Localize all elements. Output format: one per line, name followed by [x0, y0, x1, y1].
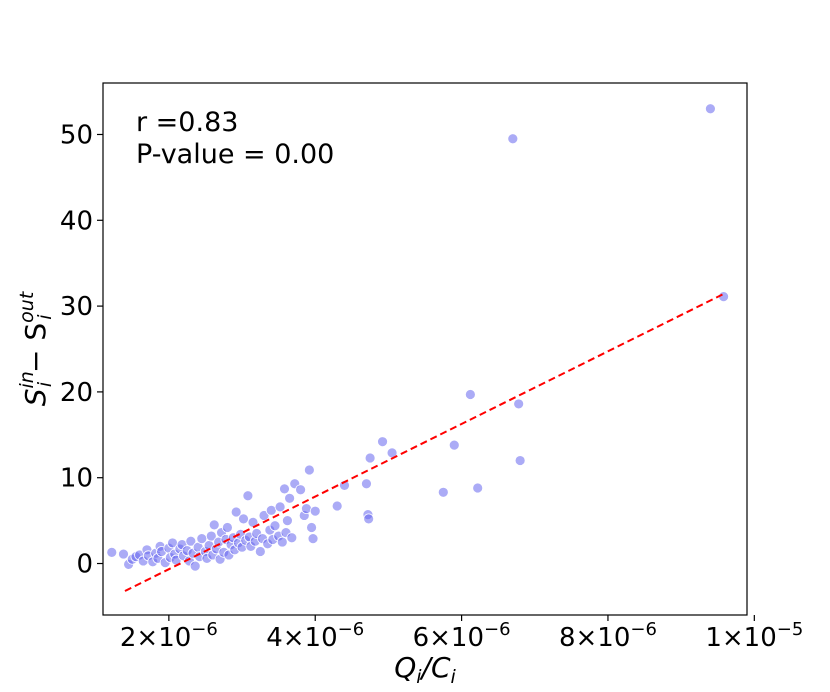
fit-line-layer	[124, 292, 726, 592]
data-point	[513, 398, 525, 410]
data-point	[282, 515, 293, 527]
y-tick-label: 40	[60, 206, 93, 236]
x-tick-label: 1×10−5	[705, 619, 803, 653]
data-point	[364, 452, 376, 464]
data-point	[118, 548, 129, 560]
data-point	[279, 483, 290, 495]
x-axis-ticks: 2×10−6 4×10−6 6×10−6 8×10−6 1×10−5	[120, 615, 803, 653]
data-point	[307, 533, 319, 545]
p-value-annotation: P-value = 0.00	[136, 139, 334, 170]
data-point	[222, 522, 233, 533]
data-point	[258, 510, 270, 521]
y-tick-label: 20	[60, 378, 93, 408]
regression-fit-line	[124, 292, 726, 592]
y-tick-label: 30	[60, 292, 93, 322]
data-point	[363, 513, 375, 525]
data-point	[230, 506, 242, 518]
x-axis-label: Qi/Ci	[394, 651, 456, 688]
data-point	[269, 520, 281, 532]
data-point	[208, 519, 220, 531]
data-point	[238, 513, 249, 525]
data-point	[464, 389, 476, 400]
data-point	[295, 484, 306, 496]
data-point	[205, 530, 217, 542]
data-point	[284, 492, 296, 504]
x-tick-label: 8×10−6	[559, 619, 657, 653]
data-point	[507, 133, 519, 145]
data-point	[514, 455, 526, 466]
data-point	[705, 103, 716, 115]
points-layer	[106, 103, 729, 572]
data-point	[361, 478, 372, 490]
data-point	[189, 560, 201, 572]
data-point	[185, 535, 197, 547]
data-point	[331, 500, 343, 512]
data-point	[242, 490, 254, 502]
x-tick-label: 6×10−6	[413, 619, 511, 653]
data-point	[106, 546, 118, 558]
y-axis-label: Sini − Souti	[16, 290, 56, 406]
data-point	[309, 505, 321, 517]
y-tick-label: 0	[76, 550, 93, 580]
data-point	[276, 536, 288, 548]
r-value-annotation: r =0.83	[136, 107, 238, 138]
data-point	[303, 464, 315, 476]
y-tick-label: 10	[60, 464, 93, 494]
data-point	[306, 522, 317, 533]
data-point	[448, 439, 460, 451]
data-point	[437, 486, 449, 498]
plot-area-frame	[102, 82, 748, 616]
y-tick-label: 50	[60, 120, 93, 150]
data-point	[254, 546, 266, 557]
data-point	[472, 482, 484, 494]
x-tick-label: 2×10−6	[120, 619, 218, 653]
x-tick-label: 4×10−6	[266, 619, 364, 653]
data-point	[377, 436, 388, 448]
y-axis-ticks: 0 10 20 30 40 50	[60, 120, 103, 580]
data-point	[286, 532, 298, 544]
data-point	[274, 501, 286, 513]
